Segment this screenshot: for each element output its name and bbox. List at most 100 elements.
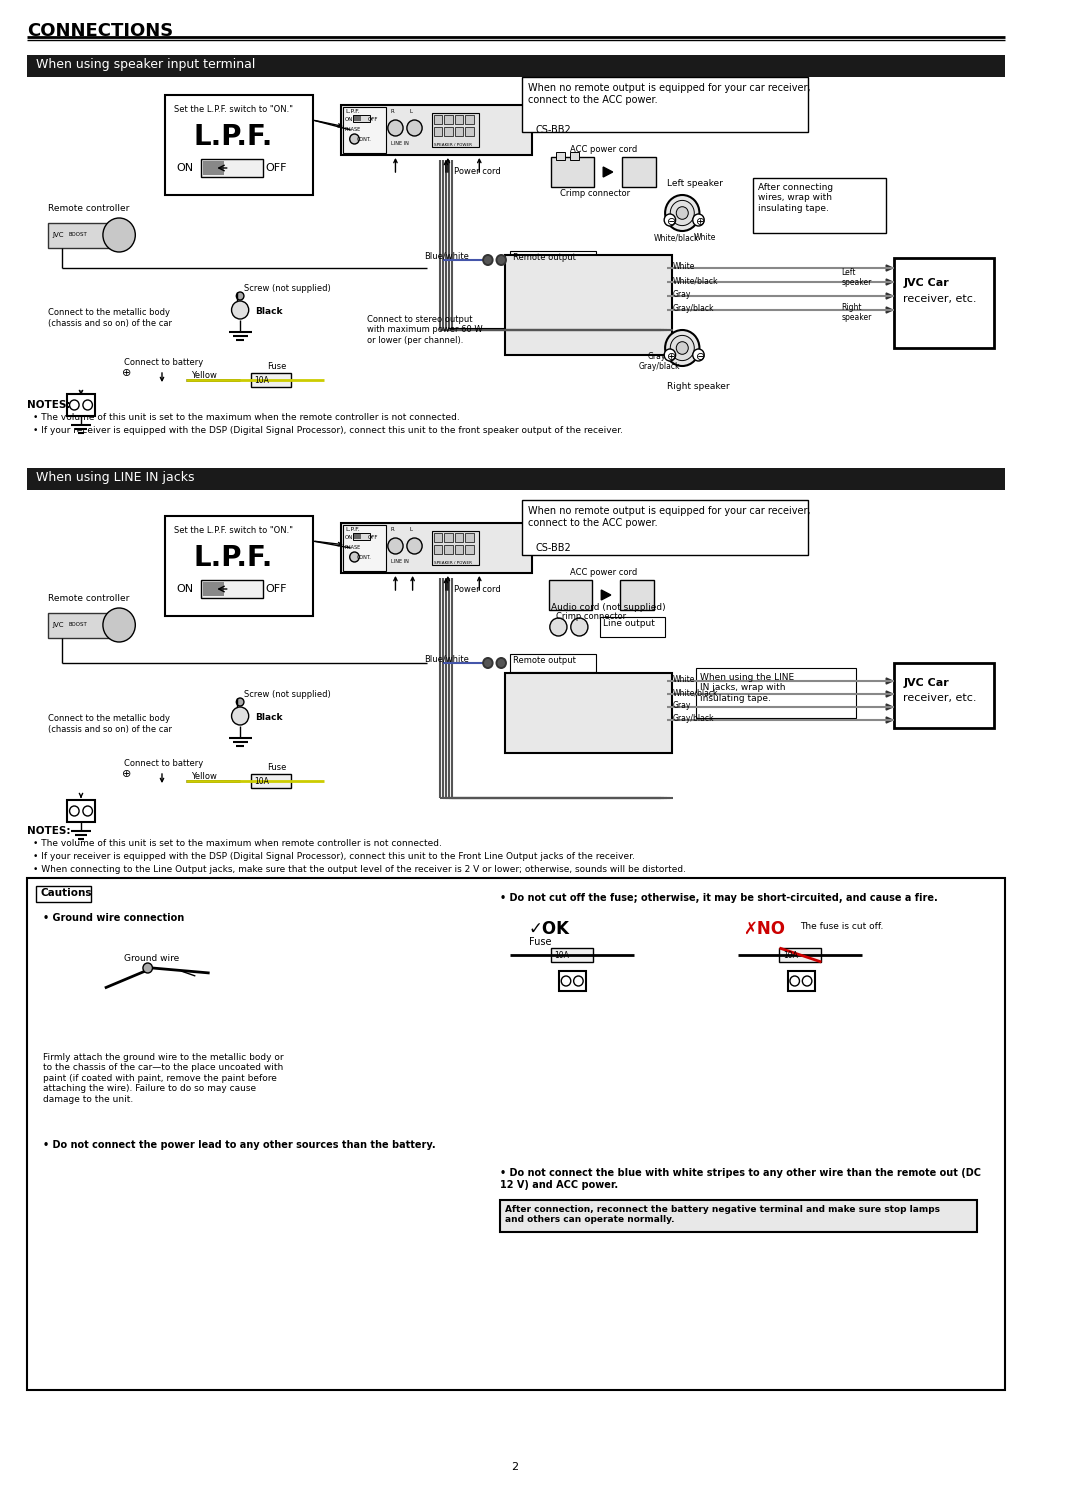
Text: Ground wire: Ground wire [124,953,179,962]
Polygon shape [887,691,893,697]
Text: Power cord: Power cord [454,166,500,175]
Circle shape [665,330,700,366]
Text: L: L [409,528,413,532]
Text: CONT.: CONT. [356,136,372,142]
Circle shape [562,976,571,986]
Bar [696,669,855,718]
Text: Set the L.P.F. switch to "ON.": Set the L.P.F. switch to "ON." [174,105,294,114]
Bar [455,534,463,543]
Bar [433,534,442,543]
Circle shape [802,976,812,986]
Polygon shape [887,705,893,711]
Bar [444,115,453,124]
Polygon shape [887,292,893,298]
Text: ✓OK: ✓OK [529,920,570,938]
Bar [505,255,672,355]
Bar [444,546,453,555]
Text: Crimp connector: Crimp connector [555,612,625,621]
Text: Gray: Gray [648,352,666,361]
Text: BOOST: BOOST [69,622,87,627]
Circle shape [350,552,360,562]
Text: LINE IN: LINE IN [391,141,408,145]
Text: Set the L.P.F. switch to "ON.": Set the L.P.F. switch to "ON." [174,526,294,535]
Text: Gray/black: Gray/black [673,304,714,313]
Text: 10A: 10A [255,376,269,385]
Text: Gray/black: Gray/black [673,714,714,723]
Circle shape [789,976,799,986]
Text: OFF: OFF [368,117,378,121]
Text: Cautions: Cautions [41,887,93,898]
Bar [444,534,453,543]
Text: ACC power cord: ACC power cord [570,568,637,577]
Bar [523,76,808,132]
Text: PHASE: PHASE [345,546,361,550]
Text: Yellow: Yellow [190,370,216,381]
Text: receiver, etc.: receiver, etc. [903,294,976,304]
Text: ACC power cord: ACC power cord [570,145,637,154]
Circle shape [69,806,79,815]
Bar [433,546,442,555]
Bar [27,878,1005,1390]
Text: White: White [673,675,696,684]
Text: Blue/white: Blue/white [424,654,469,663]
Bar [251,773,291,788]
Bar [465,127,474,136]
Circle shape [496,253,507,265]
Text: Power cord: Power cord [454,585,500,594]
Bar [510,654,595,672]
Bar [555,151,565,160]
Circle shape [484,660,491,667]
Text: When no remote output is equipped for your car receiver,
connect to the ACC powe: When no remote output is equipped for yo… [528,82,810,105]
Text: ✗NO: ✗NO [743,920,785,938]
Bar [37,886,92,902]
Text: Remote controller: Remote controller [48,594,129,603]
Bar [433,127,442,136]
Polygon shape [602,591,611,600]
Text: ⊕: ⊕ [696,217,705,226]
Circle shape [103,217,135,252]
Circle shape [231,301,248,319]
Text: LINE IN: LINE IN [391,559,408,564]
Text: When no remote output is equipped for your car receiver,
connect to the ACC powe: When no remote output is equipped for yo… [528,507,810,528]
Text: Gray: Gray [673,289,691,298]
Text: Screw (not supplied): Screw (not supplied) [244,690,330,699]
Text: White: White [673,262,696,271]
Text: ON: ON [176,163,193,172]
Bar [433,115,442,124]
Circle shape [69,400,79,411]
Text: 10A: 10A [555,950,569,959]
Text: 10A: 10A [255,776,269,785]
Text: CS-BB2: CS-BB2 [536,543,571,553]
Text: Connect to the metallic body: Connect to the metallic body [48,307,170,316]
Text: Fuse: Fuse [267,361,286,370]
Circle shape [482,253,494,265]
Text: • Do not connect the blue with white stripes to any other wire than the remote o: • Do not connect the blue with white str… [500,1168,982,1190]
Text: • When connecting to the Line Output jacks, make sure that the output level of t: • When connecting to the Line Output jac… [33,865,687,874]
Text: The fuse is cut off.: The fuse is cut off. [800,922,883,931]
Bar [894,663,994,729]
Bar [67,800,95,821]
Circle shape [231,708,248,726]
Text: 10A: 10A [783,950,798,959]
Text: White/black: White/black [673,688,718,697]
Text: White/black: White/black [673,276,718,285]
Bar [551,947,593,962]
Text: CONT.: CONT. [356,555,372,561]
Bar [432,531,480,565]
Circle shape [83,806,93,815]
Circle shape [664,214,676,226]
Text: Gray: Gray [673,702,691,711]
Text: Connect to stereo output
with maximum power 60 W
or lower (per channel).: Connect to stereo output with maximum po… [367,315,483,345]
Text: Crimp connector: Crimp connector [561,189,631,198]
Bar [523,501,808,555]
Text: L.P.F.: L.P.F. [193,544,273,573]
Text: After connecting
wires, wrap with
insulating tape.: After connecting wires, wrap with insula… [757,183,833,213]
Circle shape [665,195,700,231]
Bar [570,151,579,160]
Bar [465,546,474,555]
Bar [352,115,369,121]
Text: Yellow: Yellow [190,772,216,781]
Bar [203,582,224,597]
Text: receiver, etc.: receiver, etc. [903,693,976,703]
Text: ⊕: ⊕ [667,352,676,361]
